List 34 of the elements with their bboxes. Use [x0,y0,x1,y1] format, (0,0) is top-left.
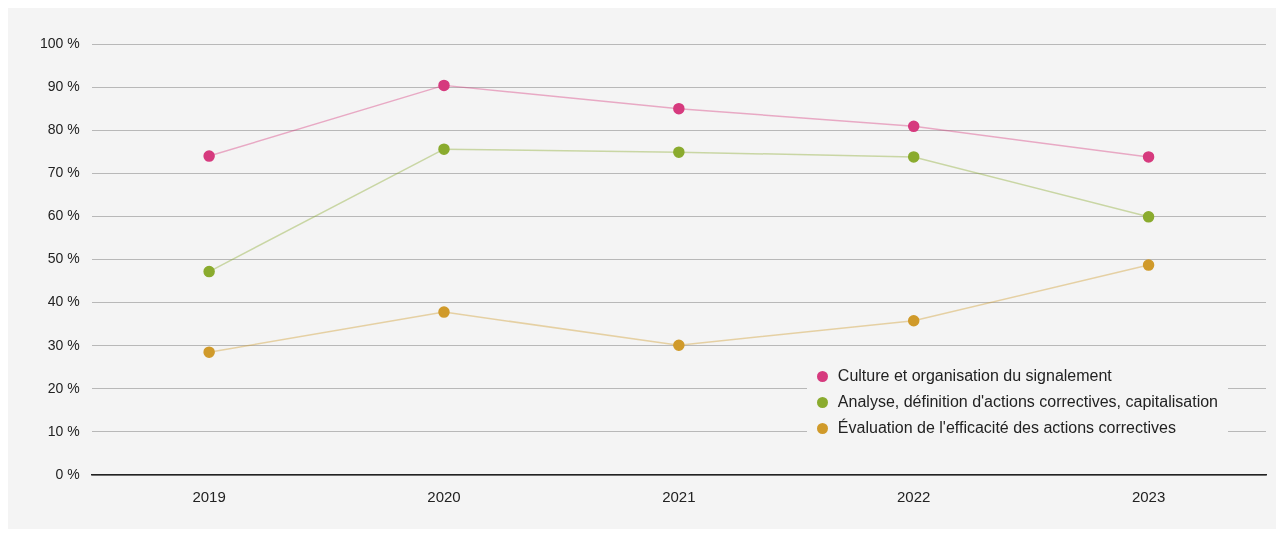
y-tick-label: 0 % [55,465,80,482]
y-tick-label: 50 % [47,250,80,267]
y-tick-label: 60 % [47,207,80,224]
point [438,143,450,155]
point [1142,151,1155,163]
x-tick-label: 2022 [897,488,931,506]
y-tick-label: 40 % [47,293,80,310]
y-tick-label: 90 % [47,77,80,94]
x-tick-label: 2019 [192,488,226,506]
point [1142,259,1155,271]
y-tick-label: 80 % [47,121,80,138]
point [203,150,215,162]
legend-label: Analyse, définition d'actions correctives, capitalisation [837,392,1218,412]
point [907,120,920,133]
point [203,346,215,358]
x-tick-label: 2021 [662,488,696,506]
y-tick-label: 10 % [47,422,80,439]
point [673,339,685,352]
y-tick-label: 20 % [47,379,80,396]
x-tick-label: 2020 [427,488,461,506]
point [1142,211,1155,223]
y-tick-label: 100 % [39,34,80,51]
y-tick-label: 70 % [47,164,80,181]
point [907,151,920,163]
point [673,102,685,115]
legend-label: Évaluation de l'efficacité des actions correctives [837,417,1176,438]
point [203,265,215,278]
point [673,146,685,158]
point [907,314,920,327]
point [438,306,450,318]
legend-label: Culture et organisation du signalement [837,366,1112,386]
x-tick-label: 2023 [1131,488,1166,506]
point [438,79,450,92]
y-tick-label: 30 % [47,336,80,353]
